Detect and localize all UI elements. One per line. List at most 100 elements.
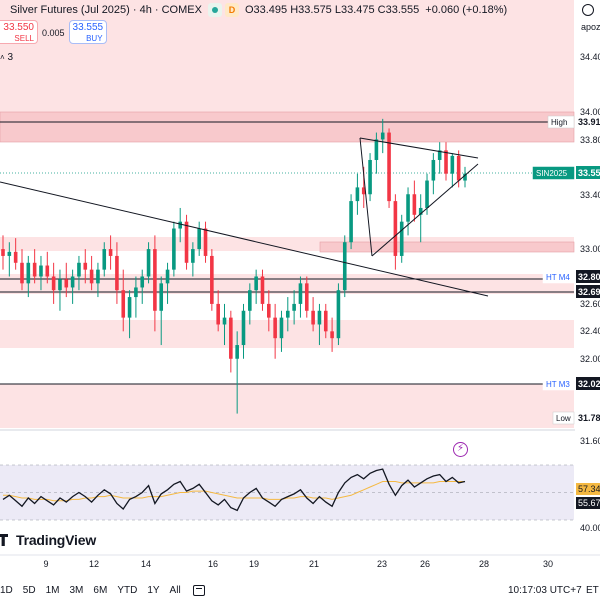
- price-tick: 34.40: [580, 52, 600, 62]
- candle-body: [191, 249, 195, 263]
- range-1m[interactable]: 1M: [45, 584, 60, 596]
- m3-tag-label: HT M3: [546, 380, 570, 389]
- candle-body: [399, 221, 404, 256]
- scale-label: apoz: [581, 22, 600, 32]
- m3-tag-label-bg: [542, 377, 575, 391]
- candle-body: [77, 262, 81, 277]
- candle-body: [70, 276, 75, 288]
- rsi-value-bg: [576, 497, 600, 509]
- range-ytd[interactable]: YTD: [117, 584, 138, 596]
- time-tick: 21: [309, 559, 319, 569]
- candle-body: [387, 132, 391, 202]
- time-tick: 9: [43, 559, 48, 569]
- candle-body: [140, 276, 145, 288]
- candle-body: [285, 310, 290, 318]
- tradingview-logo: TradingView: [0, 531, 96, 549]
- candle-body: [304, 283, 309, 311]
- candle-body: [13, 251, 18, 263]
- candle-body: [342, 242, 347, 291]
- candle-body: [58, 279, 62, 291]
- utc-clock[interactable]: 10:17:03 UTC+7: [508, 584, 582, 596]
- candle-body: [450, 155, 455, 174]
- time-tick: 19: [249, 559, 259, 569]
- price-zones: [0, 0, 575, 428]
- price-tick: 32.60: [580, 299, 600, 309]
- triangle-left-line: [359, 137, 373, 257]
- sin-tag-label-bg: [532, 166, 575, 180]
- candle-body: [1, 249, 5, 256]
- session-toggle[interactable]: ET: [586, 584, 599, 596]
- high-tag-value-bg: [576, 115, 600, 128]
- sin-tag-label: SIN2025: [536, 169, 568, 178]
- range-5d[interactable]: 5D: [22, 584, 36, 596]
- rsi-band: [0, 465, 574, 520]
- range-1d[interactable]: 1D: [0, 584, 13, 596]
- range-3m[interactable]: 3M: [69, 584, 84, 596]
- candle-body: [418, 207, 423, 215]
- candle-body: [153, 249, 157, 311]
- candle-body: [108, 249, 113, 256]
- profile-icon[interactable]: [582, 4, 594, 16]
- sin-tag-value: 33.55: [578, 168, 600, 178]
- trade-panel: 33.550 SELL 0.005 33.555 BUY: [0, 20, 107, 44]
- candle-body: [254, 276, 258, 291]
- candle-body: [349, 201, 353, 243]
- buy-button[interactable]: 33.555 BUY: [68, 20, 107, 44]
- spread-value: 0.005: [42, 28, 65, 38]
- bottom-toolbar: 1D 5D 1M 3M 6M YTD 1Y All 10:17:03 UTC+7…: [0, 580, 600, 600]
- time-tick: 30: [543, 559, 553, 569]
- range-1y[interactable]: 1Y: [147, 584, 160, 596]
- candlestick-series: [1, 118, 467, 414]
- candle-body: [412, 194, 417, 215]
- range-6m[interactable]: 6M: [93, 584, 108, 596]
- trend-lines: [0, 137, 489, 297]
- high-tag-label: High: [551, 118, 567, 127]
- candle-body: [184, 221, 189, 263]
- rsi-ma-value: 57.34: [578, 484, 600, 494]
- candle-body: [374, 139, 379, 160]
- time-tick: 23: [377, 559, 387, 569]
- lightning-icon[interactable]: ⚡: [453, 442, 468, 457]
- ohlc-values: O33.495 H33.575 L33.475 C33.555: [244, 4, 420, 16]
- low-tag-label: Low: [556, 414, 571, 423]
- candle-body: [431, 159, 436, 181]
- candle-body: [229, 317, 233, 359]
- candle-body: [292, 303, 296, 311]
- candle-body: [393, 201, 398, 256]
- sell-button[interactable]: 33.550 SELL: [0, 20, 38, 44]
- high-tag-label-bg: [547, 115, 575, 129]
- candle-body: [361, 187, 366, 195]
- high-zone: [0, 111, 575, 143]
- candle-body: [425, 180, 429, 208]
- symbol-header: Silver Futures (Jul 2025) · 4h · COMEX D…: [0, 0, 580, 20]
- candle-body: [210, 255, 214, 304]
- candle-body: [39, 265, 43, 277]
- candle-body: [273, 317, 277, 339]
- triangle-upper-line: [359, 137, 479, 159]
- upper-zone: [0, 0, 574, 112]
- symbol-title[interactable]: Silver Futures (Jul 2025) · 4h · COMEX: [10, 4, 202, 16]
- rsi-value: 55.67: [578, 498, 600, 508]
- candle-body: [336, 290, 341, 339]
- rsi-tick: 40.00: [580, 523, 600, 533]
- range-all[interactable]: All: [169, 584, 181, 596]
- triangle-lower-line: [371, 163, 479, 257]
- candle-body: [444, 150, 448, 174]
- lower-mid-zone: [0, 320, 574, 348]
- price-tick: 32.00: [580, 354, 600, 364]
- candle-body: [298, 283, 303, 304]
- candle-body: [380, 132, 385, 140]
- candle-body: [96, 269, 100, 284]
- candle-body: [172, 228, 176, 270]
- candle-body: [437, 150, 442, 160]
- calendar-icon[interactable]: [192, 584, 205, 596]
- indicators-toggle[interactable]: ˄ 3: [0, 52, 14, 63]
- candle-body: [463, 173, 467, 181]
- candle-body: [51, 276, 56, 291]
- time-tick: 12: [89, 559, 99, 569]
- descending-trendline: [0, 181, 489, 297]
- candle-body: [323, 310, 328, 332]
- time-axis: 9 12 14 16 19 21 23 26 28 30: [0, 554, 600, 569]
- candle-body: [165, 269, 170, 284]
